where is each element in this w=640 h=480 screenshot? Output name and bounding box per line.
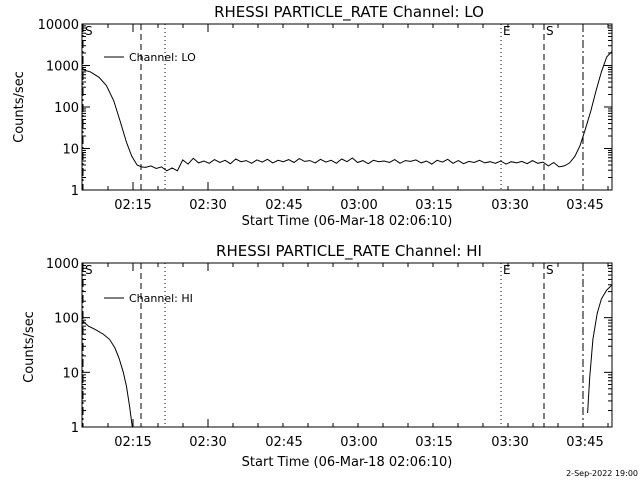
series-line xyxy=(81,319,133,428)
y-axis-label: Counts/sec xyxy=(12,71,27,143)
x-tick-label: 03:30 xyxy=(491,435,528,450)
x-tick-label: 02:30 xyxy=(189,435,226,450)
y-tick-label: 10 xyxy=(62,143,79,158)
x-tick-label: 02:15 xyxy=(114,435,151,450)
x-tick-label: 03:15 xyxy=(415,198,452,213)
plot-frame xyxy=(81,23,613,191)
x-tick-label: 03:00 xyxy=(340,435,377,450)
marker-label: S xyxy=(85,263,93,277)
x-tick-label: 03:00 xyxy=(340,198,377,213)
x-axis-label: Start Time (06-Mar-18 02:06:10) xyxy=(242,455,453,470)
x-tick-label: 03:45 xyxy=(566,198,603,213)
chart-title: RHESSI PARTICLE_RATE Channel: LO xyxy=(214,3,484,22)
marker-label: S xyxy=(546,263,554,277)
x-axis-label: Start Time (06-Mar-18 02:06:10) xyxy=(242,214,453,229)
x-tick-label: 02:30 xyxy=(189,198,226,213)
chart-title: RHESSI PARTICLE_RATE Channel: HI xyxy=(216,242,482,261)
x-tick-label: 02:45 xyxy=(265,435,302,450)
y-tick-label: 10 xyxy=(62,366,79,381)
legend-label: Channel: LO xyxy=(129,51,196,64)
series-line xyxy=(587,284,613,414)
y-tick-label: 10000 xyxy=(38,18,79,33)
x-tick-label: 02:15 xyxy=(114,198,151,213)
y-tick-label: 100 xyxy=(54,101,79,116)
y-tick-label: 100 xyxy=(54,312,79,327)
x-tick-label: 03:45 xyxy=(566,435,603,450)
marker-label: S xyxy=(85,24,93,38)
timestamp-label: 2-Sep-2022 19:00 xyxy=(566,469,638,478)
x-tick-label: 03:15 xyxy=(415,435,452,450)
plot-frame xyxy=(81,262,613,428)
x-tick-label: 03:30 xyxy=(491,198,528,213)
series-line xyxy=(81,50,613,172)
y-tick-label: 1 xyxy=(71,421,79,436)
y-axis-label: Counts/sec xyxy=(22,311,37,383)
legend-label: Channel: HI xyxy=(129,292,193,305)
marker-label: E xyxy=(503,263,511,277)
marker-label: S xyxy=(546,24,554,38)
y-tick-label: 1 xyxy=(71,184,79,199)
chart-panel-hi: RHESSI PARTICLE_RATE Channel: HI Counts/… xyxy=(22,242,613,470)
x-tick-label: 02:45 xyxy=(265,198,302,213)
y-tick-label: 1000 xyxy=(46,60,79,75)
y-tick-label: 1000 xyxy=(46,257,79,272)
chart-panel-lo: RHESSI PARTICLE_RATE Channel: LO Counts/… xyxy=(12,3,613,229)
marker-label: E xyxy=(503,24,511,38)
